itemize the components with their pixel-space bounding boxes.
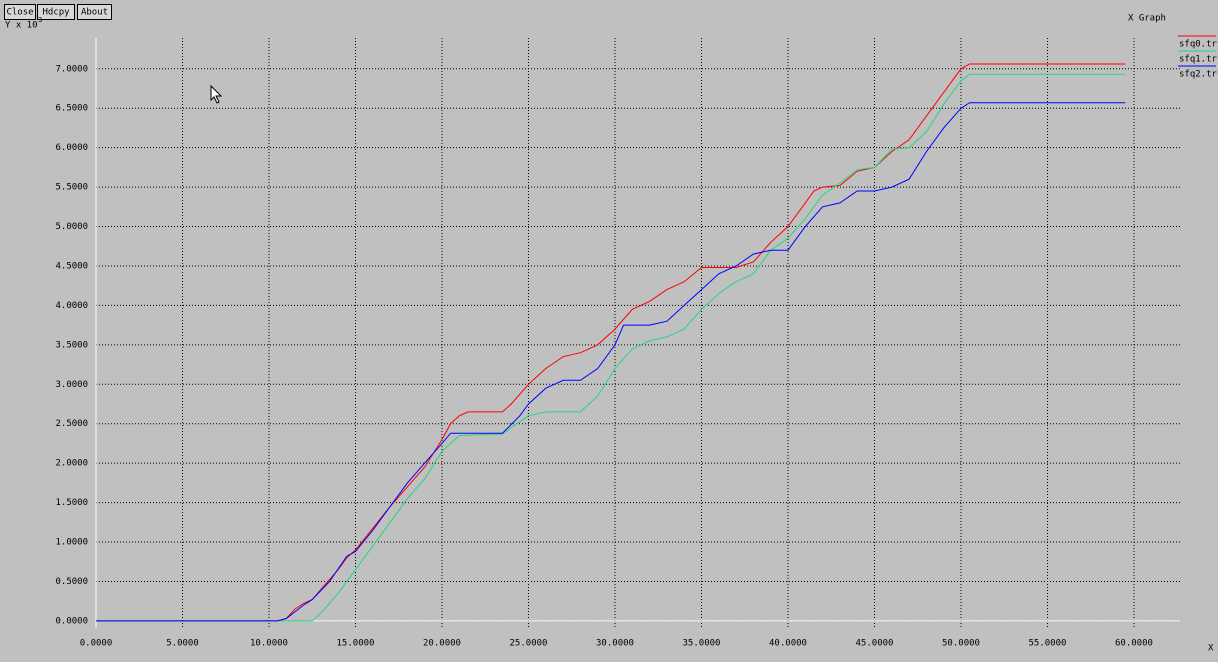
x-tick-label: 10.0000	[250, 639, 288, 649]
y-tick-label: 3.5000	[55, 340, 88, 350]
x-tick-label: 20.0000	[423, 639, 461, 649]
button-frame[interactable]	[37, 4, 75, 20]
x-tick-label: 30.0000	[596, 639, 634, 649]
x-axis-label: X	[1208, 644, 1214, 654]
x-tick-label: 25.0000	[510, 639, 548, 649]
y-tick-label: 0.5000	[55, 577, 88, 587]
y-tick-label: 6.0000	[55, 143, 88, 153]
y-tick-label: 4.0000	[55, 301, 88, 311]
legend-label: sfq0.tr	[1179, 40, 1218, 50]
button-hdcpy[interactable]: Hdcpy	[37, 4, 75, 20]
x-tick-label: 40.0000	[769, 639, 807, 649]
y-tick-label: 3.0000	[55, 380, 88, 390]
button-label[interactable]: Hdcpy	[42, 8, 70, 18]
x-tick-label: 0.0000	[80, 639, 113, 649]
x-tick-label: 5.0000	[166, 639, 199, 649]
y-tick-label: 6.5000	[55, 104, 88, 114]
y-tick-label: 4.5000	[55, 261, 88, 271]
y-axis-exponent: 3	[38, 16, 42, 24]
button-label[interactable]: Close	[6, 8, 33, 18]
series-line	[96, 102, 1126, 622]
y-tick-label: 1.5000	[55, 498, 88, 508]
y-axis-label: Y x 10	[5, 21, 38, 31]
y-tick-label: 5.5000	[55, 183, 88, 193]
mouse-cursor	[210, 84, 223, 104]
y-tick-label: 2.5000	[55, 419, 88, 429]
button-frame[interactable]	[77, 4, 112, 20]
button-about[interactable]: About	[77, 4, 112, 20]
window-title: X Graph	[1128, 14, 1166, 24]
x-tick-label: 50.0000	[942, 639, 980, 649]
y-tick-label: 5.0000	[55, 222, 88, 232]
series-line	[96, 63, 1126, 622]
legend-label: sfq1.tr	[1179, 55, 1218, 65]
y-tick-label: 7.0000	[55, 64, 88, 74]
y-tick-label: 0.0000	[55, 616, 88, 626]
x-tick-label: 15.0000	[337, 639, 375, 649]
legend-label: sfq2.tr	[1179, 70, 1218, 80]
y-tick-label: 2.0000	[55, 459, 88, 469]
series-line	[96, 73, 1126, 622]
x-tick-label: 45.0000	[856, 639, 894, 649]
x-tick-label: 60.0000	[1115, 639, 1153, 649]
button-frame[interactable]	[4, 4, 36, 20]
x-tick-label: 35.0000	[683, 639, 721, 649]
y-tick-label: 1.0000	[55, 538, 88, 548]
x-tick-label: 55.0000	[1029, 639, 1067, 649]
button-label[interactable]: About	[81, 8, 108, 18]
button-close[interactable]: Close	[4, 4, 36, 20]
